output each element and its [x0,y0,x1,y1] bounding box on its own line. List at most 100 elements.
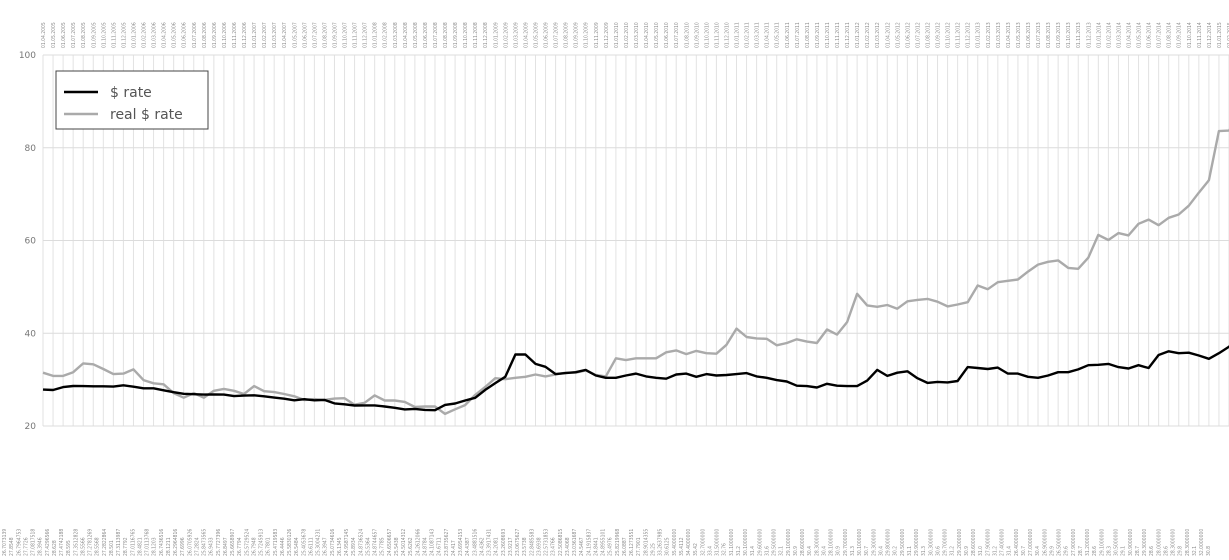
value-label: 24.4362 [479,537,485,556]
y-tick-label: 100 [19,51,36,61]
value-label: 26.4446 [280,537,286,556]
value-label: 27.2824 [194,537,200,556]
x-date-label: 01.10.2012 [946,22,952,48]
value-label: 35.42 [693,543,699,556]
x-date-label: 01.02.2012 [865,22,871,48]
value-label: 26.3947 [323,537,329,556]
x-date-label: 01.05.2010 [654,22,660,48]
value-label: 28.3000000 [1171,529,1177,556]
x-date-label: 01.11.2014 [1197,22,1203,48]
value-label: 30.6125 [665,537,671,556]
x-date-label: 01.08.2006 [202,22,208,48]
y-axis-tick-labels: 100 80 60 40 20 [19,51,36,432]
value-label: 31.4 [750,546,756,556]
x-date-label: 01.02.2010 [624,22,630,48]
x-date-label: 01.05.2012 [895,22,901,48]
x-date-label: 01.10.2005 [101,22,107,48]
value-label: 30.1000000 [857,529,863,556]
y-tick-label: 80 [25,144,37,154]
legend-box [55,70,209,130]
x-date-label: 01.07.2006 [192,22,198,48]
x-date-label: 01.02.2014 [1106,22,1112,48]
value-label: 31.5000000 [715,529,721,556]
value-label: 30.5000000 [1114,529,1120,556]
x-date-label: 01.12.2009 [604,22,610,48]
value-label: 26.5000000 [1057,529,1063,556]
x-date-label: 01.05.2013 [1016,22,1022,48]
value-label: 27.7901 [636,537,642,556]
x-date-label: 01.07.2010 [674,22,680,48]
x-date-label: 01.09.2009 [574,22,580,48]
value-label: 24.5014312 [401,529,407,556]
value-label: 27.6996 [180,537,186,556]
value-label: 35.4000000 [672,529,678,556]
x-date-label: 01.11.2011 [835,22,841,48]
value-label: 24.8955101 [601,529,607,556]
value-label: 28.4821 [137,537,143,556]
x-date-label: 01.06.2009 [544,22,550,48]
x-date-label: 01.03.2013 [996,22,1002,48]
x-date-label: 01.12.2013 [1086,22,1092,48]
value-label: 25.8219968 [615,529,621,556]
value-label: 28.9014355 [643,529,649,556]
value-label: 22.5731853 [544,529,550,556]
value-label: 23.5738 [522,537,528,556]
x-date-label: 01.12.2012 [966,22,972,48]
series-lines [42,128,1229,416]
x-date-label: 01.04.2009 [523,22,529,48]
value-label: 27.0817518 [31,529,37,556]
x-date-label: 01.02.2015 [1227,22,1229,48]
x-date-label: 01.09.2008 [453,22,459,48]
value-label: 30.9 [836,546,842,556]
x-date-label: 01.04.2008 [403,22,409,48]
value-label: 33.2637985 [658,529,664,556]
x-date-label: 01.12.2005 [121,22,127,48]
value-label: 23.4881516 [472,529,478,556]
value-label: 28.6 [1092,546,1098,556]
value-label: 23.2608693 [501,529,507,556]
horizontal-gridlines [43,54,1229,427]
value-label: 22.5086815 [558,529,564,556]
x-date-label: 01.02.2006 [142,22,148,48]
x-date-label: 01.09.2010 [694,22,700,48]
value-label: 25.8473565 [202,529,208,556]
value-label: 28.6 [1163,546,1169,556]
value-label: 28.0000000 [1156,529,1162,556]
value-label: 29.9 [1049,546,1055,556]
x-date-label: 01.09.2011 [815,22,821,48]
value-label: 30.9 [964,546,970,556]
value-label: 29.3000000 [871,529,877,556]
value-label: 28.628 [52,540,58,556]
x-date-label: 01.11.2006 [232,22,238,48]
value-label: 34.4000000 [686,529,692,556]
x-date-label: 01.03.2009 [513,22,519,48]
x-date-label: 01.09.2005 [91,22,97,48]
value-label: 31.3 [921,546,927,556]
x-date-label: 01.04.2010 [644,22,650,48]
value-label: 24.2081 [494,537,500,556]
legend: $ rate real $ rate [55,70,209,130]
x-date-label: 01.02.2008 [383,22,389,48]
value-label: 25.7245913 [259,529,265,556]
value-label: 29.1000000 [786,529,792,556]
x-date-label: 01.01.2006 [131,22,137,48]
x-date-label: 01.11.2010 [714,22,720,48]
x-date-label: 01.05.2009 [533,22,539,48]
value-label: 29.9000000 [914,529,920,556]
x-date-label: 01.12.2014 [1207,22,1213,48]
value-label: 29.7000000 [843,529,849,556]
legend-label-rate: $ rate [110,85,152,101]
x-date-label: 01.06.2005 [61,22,67,48]
value-label: 25.5438 [394,537,400,556]
value-label: 25.5729524 [244,529,250,556]
x-date-label: 01.04.2014 [1126,22,1132,48]
value-label: 27.0116765 [130,529,136,556]
value-label: 27.4742188 [59,529,65,556]
value-label: 32.0000000 [1199,529,1205,556]
value-label: 29.3000000 [1142,529,1148,556]
value-label: 30.4 [807,546,813,556]
value-label: 26.4000000 [1014,529,1020,556]
x-date-label: 01.01.2015 [1217,22,1223,48]
value-label: 26.5484 [294,537,300,556]
x-date-label: 01.09.2013 [1056,22,1062,48]
